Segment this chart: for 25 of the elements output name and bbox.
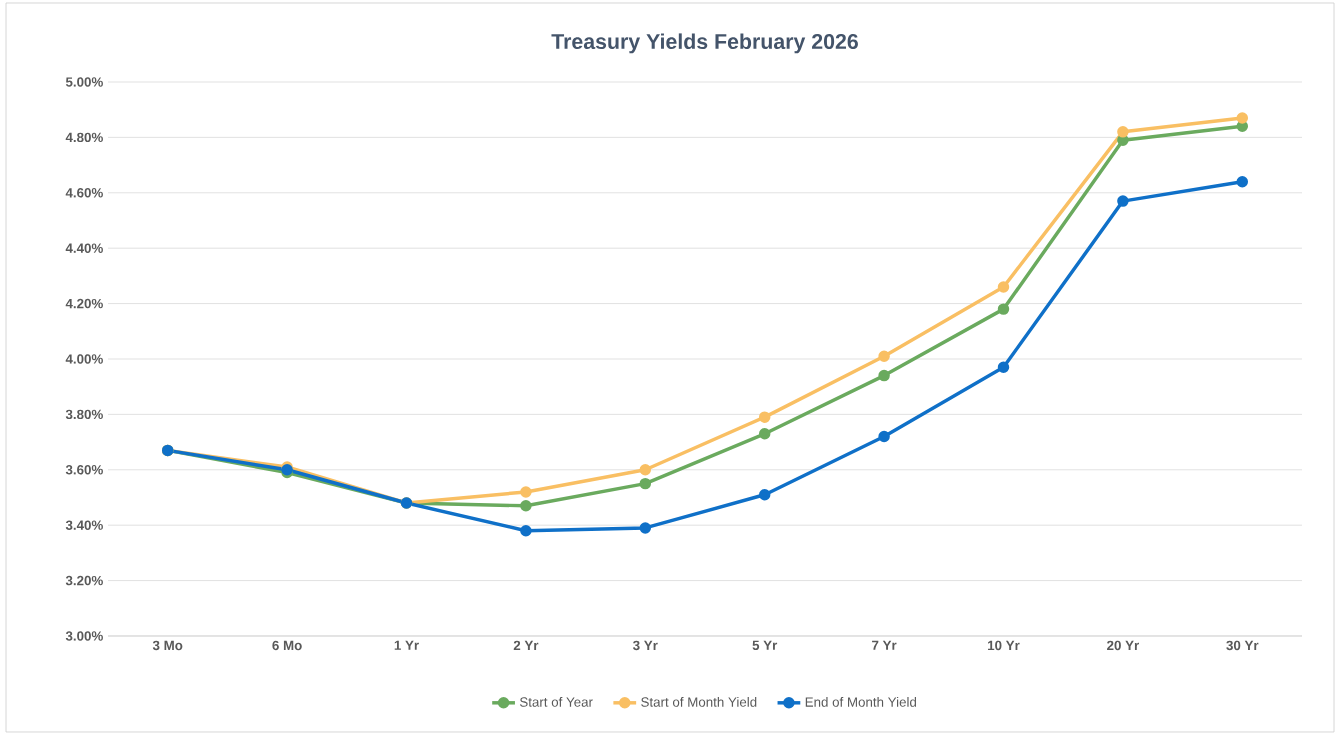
y-tick-label: 4.80% <box>65 132 103 143</box>
y-tick-label: 3.00% <box>65 631 103 641</box>
x-tick-label: 3 Yr <box>633 640 658 651</box>
chart-title: Treasury Yields February 2026 <box>551 33 858 54</box>
x-tick-label: 2 Yr <box>513 640 539 651</box>
legend-label: Start of Month Yield <box>641 696 757 707</box>
x-tick-label: 1 Yr <box>394 640 419 650</box>
y-tick-label: 3.20% <box>65 575 103 586</box>
y-tick-label: 5.00% <box>65 77 103 87</box>
x-tick-label: 30 Yr <box>1226 640 1259 651</box>
y-tick-label: 4.20% <box>65 298 103 309</box>
y-tick-label: 3.40% <box>65 520 103 530</box>
y-tick-label: 3.80% <box>65 409 103 420</box>
y-tick-label: 3.60% <box>65 465 103 475</box>
x-tick-label: 20 Yr <box>1107 640 1139 651</box>
y-tick-label: 4.40% <box>65 243 103 253</box>
legend-label: Start of Year <box>519 696 593 707</box>
x-tick-label: 6 Mo <box>272 640 302 651</box>
y-tick-label: 4.00% <box>65 354 103 364</box>
legend-label: End of Month Yield <box>805 696 917 707</box>
x-tick-label: 3 Mo <box>152 640 183 651</box>
y-tick-label: 4.60% <box>65 188 103 198</box>
x-tick-label: 10 Yr <box>988 640 1020 651</box>
x-tick-label: 5 Yr <box>752 640 778 650</box>
x-tick-label: 7 Yr <box>872 640 897 650</box>
